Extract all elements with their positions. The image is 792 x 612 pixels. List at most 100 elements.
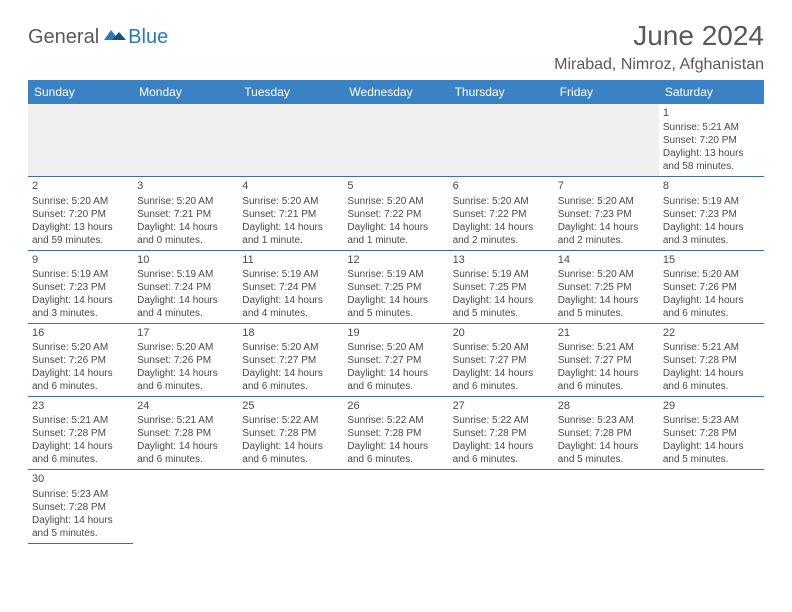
day-number: 26 — [347, 399, 444, 413]
day-number: 10 — [137, 253, 234, 267]
calendar-cell — [238, 470, 343, 543]
daylight-text: and 6 minutes. — [242, 380, 339, 393]
calendar-cell — [343, 470, 448, 543]
sunset-text: Sunset: 7:27 PM — [242, 354, 339, 367]
daylight-text: and 5 minutes. — [347, 307, 444, 320]
daylight-text: and 5 minutes. — [32, 527, 129, 540]
daylight-text: Daylight: 14 hours — [242, 367, 339, 380]
calendar-week-row: 23Sunrise: 5:21 AMSunset: 7:28 PMDayligh… — [28, 397, 764, 470]
sunrise-text: Sunrise: 5:20 AM — [137, 195, 234, 208]
calendar-cell: 7Sunrise: 5:20 AMSunset: 7:23 PMDaylight… — [554, 177, 659, 250]
sunrise-text: Sunrise: 5:20 AM — [558, 268, 655, 281]
day-number: 24 — [137, 399, 234, 413]
sunset-text: Sunset: 7:23 PM — [558, 208, 655, 221]
calendar-cell: 17Sunrise: 5:20 AMSunset: 7:26 PMDayligh… — [133, 323, 238, 396]
sunset-text: Sunset: 7:27 PM — [347, 354, 444, 367]
daylight-text: and 3 minutes. — [32, 307, 129, 320]
calendar-week-row: 30Sunrise: 5:23 AMSunset: 7:28 PMDayligh… — [28, 470, 764, 543]
sunrise-text: Sunrise: 5:19 AM — [32, 268, 129, 281]
sunrise-text: Sunrise: 5:23 AM — [32, 488, 129, 501]
day-number: 18 — [242, 326, 339, 340]
sunrise-text: Sunrise: 5:20 AM — [347, 195, 444, 208]
calendar-cell — [133, 470, 238, 543]
sunrise-text: Sunrise: 5:19 AM — [347, 268, 444, 281]
daylight-text: Daylight: 14 hours — [347, 440, 444, 453]
day-number: 9 — [32, 253, 129, 267]
daylight-text: and 6 minutes. — [137, 380, 234, 393]
calendar-cell — [238, 104, 343, 177]
day-header: Sunday — [28, 80, 133, 104]
daylight-text: Daylight: 14 hours — [453, 367, 550, 380]
day-number: 22 — [663, 326, 760, 340]
daylight-text: Daylight: 14 hours — [242, 221, 339, 234]
calendar-cell: 28Sunrise: 5:23 AMSunset: 7:28 PMDayligh… — [554, 397, 659, 470]
sunset-text: Sunset: 7:28 PM — [32, 427, 129, 440]
daylight-text: Daylight: 13 hours — [663, 147, 760, 160]
calendar-cell: 4Sunrise: 5:20 AMSunset: 7:21 PMDaylight… — [238, 177, 343, 250]
sunset-text: Sunset: 7:28 PM — [242, 427, 339, 440]
daylight-text: and 59 minutes. — [32, 234, 129, 247]
calendar-cell: 6Sunrise: 5:20 AMSunset: 7:22 PMDaylight… — [449, 177, 554, 250]
daylight-text: and 6 minutes. — [453, 453, 550, 466]
daylight-text: Daylight: 14 hours — [242, 294, 339, 307]
calendar-cell: 9Sunrise: 5:19 AMSunset: 7:23 PMDaylight… — [28, 250, 133, 323]
calendar-cell: 19Sunrise: 5:20 AMSunset: 7:27 PMDayligh… — [343, 323, 448, 396]
day-number: 7 — [558, 179, 655, 193]
sunset-text: Sunset: 7:22 PM — [347, 208, 444, 221]
daylight-text: and 4 minutes. — [242, 307, 339, 320]
daylight-text: and 2 minutes. — [453, 234, 550, 247]
sunset-text: Sunset: 7:28 PM — [137, 427, 234, 440]
daylight-text: Daylight: 14 hours — [453, 221, 550, 234]
sunset-text: Sunset: 7:28 PM — [558, 427, 655, 440]
daylight-text: and 5 minutes. — [663, 453, 760, 466]
day-number: 2 — [32, 179, 129, 193]
day-number: 23 — [32, 399, 129, 413]
flag-icon — [104, 26, 126, 49]
logo-text-general: General — [28, 26, 99, 49]
calendar-cell: 8Sunrise: 5:19 AMSunset: 7:23 PMDaylight… — [659, 177, 764, 250]
sunrise-text: Sunrise: 5:21 AM — [663, 121, 760, 134]
calendar-cell — [133, 104, 238, 177]
logo-text-blue: Blue — [128, 26, 168, 49]
day-header: Wednesday — [343, 80, 448, 104]
calendar-cell: 20Sunrise: 5:20 AMSunset: 7:27 PMDayligh… — [449, 323, 554, 396]
daylight-text: and 3 minutes. — [663, 234, 760, 247]
daylight-text: and 2 minutes. — [558, 234, 655, 247]
logo: General Blue — [28, 26, 168, 49]
sunrise-text: Sunrise: 5:20 AM — [558, 195, 655, 208]
sunset-text: Sunset: 7:25 PM — [347, 281, 444, 294]
daylight-text: and 6 minutes. — [663, 380, 760, 393]
sunrise-text: Sunrise: 5:21 AM — [558, 341, 655, 354]
daylight-text: and 6 minutes. — [242, 453, 339, 466]
day-header: Saturday — [659, 80, 764, 104]
sunrise-text: Sunrise: 5:23 AM — [663, 414, 760, 427]
day-header: Tuesday — [238, 80, 343, 104]
sunset-text: Sunset: 7:21 PM — [137, 208, 234, 221]
calendar-cell: 15Sunrise: 5:20 AMSunset: 7:26 PMDayligh… — [659, 250, 764, 323]
calendar-week-row: 9Sunrise: 5:19 AMSunset: 7:23 PMDaylight… — [28, 250, 764, 323]
calendar-cell: 26Sunrise: 5:22 AMSunset: 7:28 PMDayligh… — [343, 397, 448, 470]
calendar-week-row: 2Sunrise: 5:20 AMSunset: 7:20 PMDaylight… — [28, 177, 764, 250]
sunset-text: Sunset: 7:21 PM — [242, 208, 339, 221]
calendar-cell — [449, 470, 554, 543]
day-number: 13 — [453, 253, 550, 267]
daylight-text: and 4 minutes. — [137, 307, 234, 320]
daylight-text: Daylight: 13 hours — [32, 221, 129, 234]
daylight-text: and 5 minutes. — [558, 453, 655, 466]
day-header: Friday — [554, 80, 659, 104]
daylight-text: Daylight: 14 hours — [453, 294, 550, 307]
sunrise-text: Sunrise: 5:20 AM — [453, 195, 550, 208]
calendar-cell — [554, 104, 659, 177]
calendar-week-row: 1Sunrise: 5:21 AMSunset: 7:20 PMDaylight… — [28, 104, 764, 177]
sunset-text: Sunset: 7:28 PM — [453, 427, 550, 440]
sunset-text: Sunset: 7:24 PM — [242, 281, 339, 294]
sunset-text: Sunset: 7:23 PM — [32, 281, 129, 294]
sunrise-text: Sunrise: 5:19 AM — [453, 268, 550, 281]
sunset-text: Sunset: 7:20 PM — [32, 208, 129, 221]
sunrise-text: Sunrise: 5:20 AM — [347, 341, 444, 354]
location-text: Mirabad, Nimroz, Afghanistan — [554, 56, 764, 74]
daylight-text: Daylight: 14 hours — [663, 440, 760, 453]
daylight-text: and 6 minutes. — [347, 453, 444, 466]
sunrise-text: Sunrise: 5:22 AM — [242, 414, 339, 427]
daylight-text: and 6 minutes. — [32, 380, 129, 393]
